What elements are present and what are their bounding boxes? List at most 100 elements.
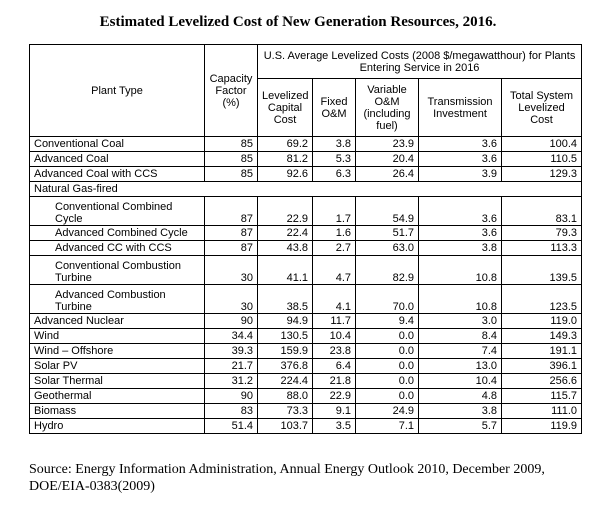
value-cell: 41.1 [257,255,313,285]
value-cell: 7.1 [355,418,419,434]
value-cell: 396.1 [500,358,583,374]
table-title: Estimated Levelized Cost of New Generati… [99,14,497,30]
plant-type-cell: Biomass [29,403,205,419]
value-cell: 87 [204,225,258,241]
value-cell: 54.9 [355,196,419,226]
table-row: Advanced Combined Cycle 87 22.4 1.6 51.7 3.6 7… [29,225,583,241]
plant-type-cell: Advanced Coal [29,151,205,167]
value-cell: 21.8 [312,373,356,389]
plant-type-cell: Advanced Coal with CCS [29,166,205,182]
plant-type-cell: Conventional Combustion Turbine [29,255,205,285]
value-cell: 20.4 [355,151,419,167]
value-cell: 3.8 [418,403,502,419]
value-cell: 31.2 [204,373,258,389]
value-cell: 3.8 [418,240,502,256]
value-cell: 0.0 [355,373,419,389]
value-cell: 1.7 [312,196,356,226]
value-cell: 0.0 [355,358,419,374]
source-note: Source: Energy Information Administratio… [29,462,545,494]
value-cell: 9.1 [312,403,356,419]
value-cell: 87 [204,240,258,256]
value-cell: 191.1 [500,343,583,359]
value-cell: 9.4 [355,313,419,329]
plant-type-cell: Solar PV [29,358,205,374]
table-row: Natural Gas-fired [28,181,583,197]
value-cell: 3.6 [418,151,502,167]
table-row: Solar PV 21.7 376.8 6.4 0.0 13.0 396.1 [29,358,583,374]
value-cell: 83.1 [500,196,583,226]
table-row: Geothermal 90 88.0 22.9 0.0 4.8 115.7 [29,388,583,404]
value-cell: 92.6 [257,166,313,182]
value-cell: 85 [204,136,258,152]
value-cell: 111.0 [500,403,583,419]
value-cell: 5.7 [418,418,502,434]
value-cell: 34.4 [204,328,258,344]
value-cell: 103.7 [257,418,313,434]
value-cell: 224.4 [257,373,313,389]
value-cell: 1.6 [312,225,356,241]
value-cell: 3.6 [418,196,502,226]
table-row: Conventional Coal 85 69.2 3.8 23.9 3.6 100.4 [29,136,583,152]
table-row: Advanced CC with CCS 87 43.8 2.7 63.0 3.8 113.… [29,240,583,256]
value-cell: 24.9 [355,403,419,419]
value-cell: 115.7 [500,388,583,404]
header-fixed-om: Fixed O&M [312,78,356,137]
value-cell: 100.4 [500,136,583,152]
value-cell: 3.9 [418,166,502,182]
table-row: Advanced Coal 85 81.2 5.3 20.4 3.6 110.5 [29,151,583,167]
value-cell: 8.4 [418,328,502,344]
value-cell: 0.0 [355,343,419,359]
value-cell: 3.0 [418,313,502,329]
table-row: Hydro 51.4 103.7 3.5 7.1 5.7 119.9 [29,418,583,434]
value-cell: 256.6 [500,373,583,389]
value-cell: 85 [204,166,258,182]
group-label: Natural Gas-fired [28,181,583,197]
value-cell: 376.8 [257,358,313,374]
value-cell: 119.0 [500,313,583,329]
value-cell: 26.4 [355,166,419,182]
value-cell: 6.4 [312,358,356,374]
plant-type-cell: Advanced Combustion Turbine [29,284,205,314]
value-cell: 149.3 [500,328,583,344]
value-cell: 22.9 [257,196,313,226]
header-plant-type: Plant Type [29,44,205,137]
value-cell: 7.4 [418,343,502,359]
value-cell: 113.3 [500,240,583,256]
value-cell: 22.4 [257,225,313,241]
plant-type-cell: Advanced Nuclear [29,313,205,329]
header-transmission-investment: Transmission Investment [418,78,502,137]
header-levelized-capital-cost: Levelized Capital Cost [257,78,313,137]
plant-type-cell: Conventional Coal [29,136,205,152]
header-variable-om: Variable O&M (including fuel) [355,78,419,137]
plant-type-cell: Advanced Combined Cycle [29,225,205,241]
value-cell: 10.8 [418,284,502,314]
value-cell: 129.3 [500,166,583,182]
value-cell: 73.3 [257,403,313,419]
value-cell: 3.5 [312,418,356,434]
value-cell: 83 [204,403,258,419]
plant-type-cell: Advanced CC with CCS [29,240,205,256]
value-cell: 5.3 [312,151,356,167]
value-cell: 90 [204,313,258,329]
plant-type-cell: Geothermal [29,388,205,404]
value-cell: 87 [204,196,258,226]
value-cell: 3.6 [418,225,502,241]
value-cell: 43.8 [257,240,313,256]
value-cell: 0.0 [355,328,419,344]
value-cell: 81.2 [257,151,313,167]
value-cell: 0.0 [355,388,419,404]
value-cell: 22.9 [312,388,356,404]
value-cell: 90 [204,388,258,404]
plant-type-cell: Solar Thermal [29,373,205,389]
plant-type-cell: Conventional Combined Cycle [29,196,205,226]
value-cell: 21.7 [204,358,258,374]
value-cell: 130.5 [257,328,313,344]
value-cell: 4.7 [312,255,356,285]
plant-type-cell: Wind [29,328,205,344]
table-row: Advanced Coal with CCS 85 92.6 6.3 26.4 3.9 12… [29,166,583,182]
value-cell: 4.8 [418,388,502,404]
value-cell: 94.9 [257,313,313,329]
value-cell: 3.6 [418,136,502,152]
value-cell: 159.9 [257,343,313,359]
value-cell: 13.0 [418,358,502,374]
